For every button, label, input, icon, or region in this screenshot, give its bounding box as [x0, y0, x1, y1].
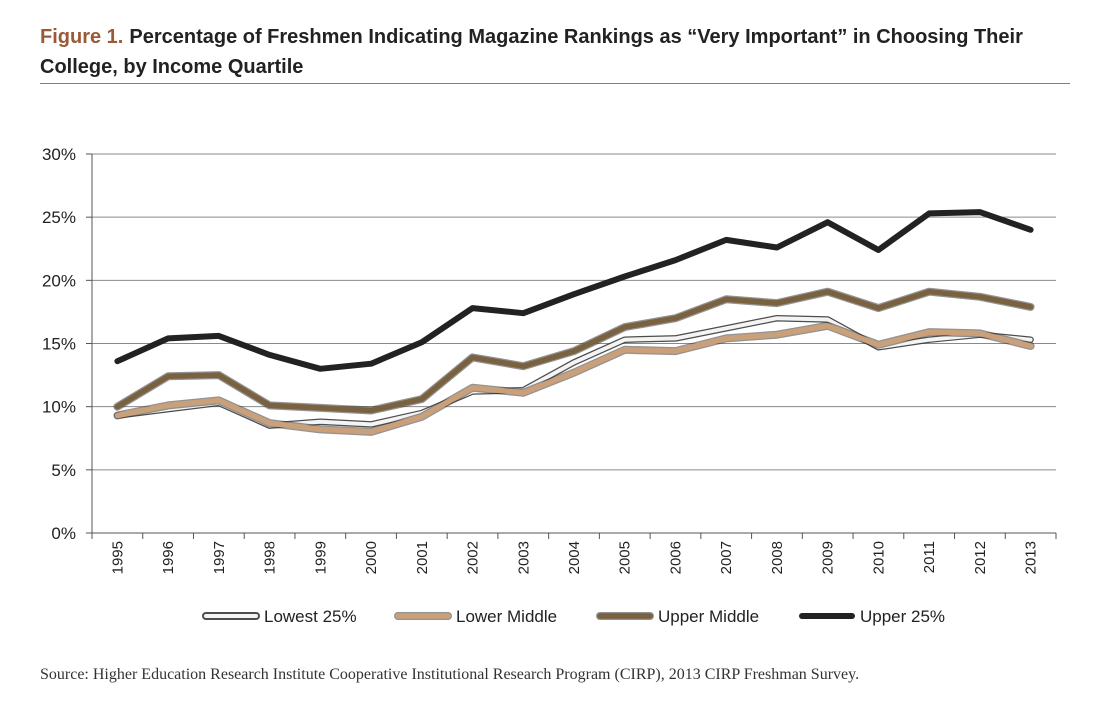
figure-label: Figure 1. — [40, 26, 124, 48]
x-tick-label: 1996 — [160, 541, 177, 574]
legend-label: Upper 25% — [860, 607, 945, 626]
x-tick-label: 2004 — [566, 541, 583, 574]
y-tick-label: 5% — [51, 461, 76, 480]
figure-title: Figure 1. Percentage of Freshmen Indicati… — [40, 22, 1080, 82]
legend-label: Lower Middle — [456, 607, 557, 626]
y-tick-label: 15% — [42, 335, 76, 354]
title-rule — [40, 83, 1070, 84]
series-upper-25 — [114, 209, 1034, 372]
x-tick-label: 2012 — [972, 541, 989, 574]
y-tick-label: 20% — [42, 271, 76, 290]
x-tick-label: 2013 — [1023, 541, 1040, 574]
x-tick-label: 1999 — [312, 541, 329, 574]
x-tick-label: 2006 — [667, 541, 684, 574]
series-line — [114, 323, 1034, 435]
legend-item: Upper 25% — [799, 607, 945, 626]
x-tick-label: 2007 — [718, 541, 735, 574]
y-tick-label: 30% — [42, 145, 76, 164]
series-upper-middle — [113, 287, 1035, 415]
x-tick-label: 2011 — [921, 541, 938, 573]
x-tick-label: 2000 — [363, 541, 380, 574]
grid-layer — [92, 153, 1056, 471]
x-tick-label: 1997 — [211, 541, 228, 574]
y-tick-label: 10% — [42, 398, 76, 417]
x-tick-label: 2001 — [414, 541, 431, 574]
legend-item: Upper Middle — [596, 607, 759, 626]
series-lower-middle — [113, 321, 1035, 436]
y-tick-label: 25% — [42, 208, 76, 227]
axis-layer: 0% 5% 10% 15% 20% 25% 30% 1995 1996 1997 1998 1999 2… — [42, 145, 1057, 574]
legend-label: Upper Middle — [658, 607, 759, 626]
x-tick-label: 1998 — [262, 541, 279, 574]
legend-item: Lower Middle — [394, 607, 557, 626]
legend-label: Lowest 25% — [264, 607, 357, 626]
source-note: Source: Higher Education Research Instit… — [40, 666, 860, 683]
x-tick-label: 1995 — [109, 541, 126, 574]
x-tick-label: 2003 — [515, 541, 532, 574]
x-tick-label: 2010 — [870, 541, 887, 574]
figure-title-text: Percentage of Freshmen Indicating Magazi… — [40, 26, 1023, 78]
series-layer — [113, 209, 1035, 436]
x-tick-label: 2002 — [465, 541, 482, 574]
x-tick-label: 2005 — [617, 541, 634, 574]
y-tick-label: 0% — [51, 524, 76, 543]
legend: Lowest 25% Lower Middle Upper Middle Upper … — [202, 607, 945, 626]
x-tick-label: 2008 — [769, 541, 786, 574]
x-tick-label: 2009 — [820, 541, 837, 574]
legend-item: Lowest 25% — [202, 607, 357, 626]
